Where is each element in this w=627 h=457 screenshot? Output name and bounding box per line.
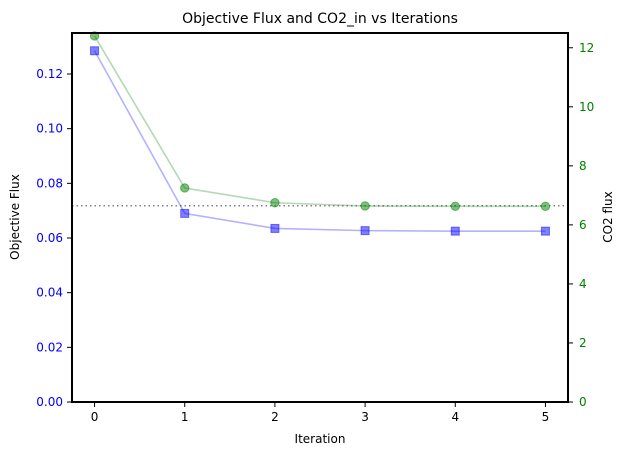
- series-right-point: [360, 201, 370, 211]
- chart-title: Objective Flux and CO2_in vs Iterations: [182, 11, 458, 27]
- series-left-point: [180, 208, 190, 218]
- series-left-point: [360, 226, 370, 236]
- series-left-point: [540, 226, 550, 236]
- x-tick-label: 0: [91, 410, 99, 424]
- left-y-tick-label: 0.06: [36, 231, 63, 245]
- right-y-tick-label: 8: [579, 159, 587, 173]
- series-right-point: [540, 201, 551, 211]
- right-y-axis-title: CO2 flux: [601, 191, 615, 243]
- left-y-tick-label: 0.02: [36, 340, 63, 354]
- right-y-tick-label: 0: [579, 395, 587, 409]
- left-y-tick-label: 0.04: [36, 286, 63, 300]
- right-y-tick-label: 10: [579, 100, 594, 114]
- x-tick-label: 2: [271, 410, 279, 424]
- left-y-tick-label: 0.12: [36, 67, 63, 81]
- series-left-point: [270, 223, 280, 233]
- series-left-point: [90, 46, 100, 56]
- right-y-tick-label: 2: [579, 336, 587, 350]
- series-left-line: [93, 50, 546, 232]
- plot-frame: [71, 32, 569, 403]
- x-tick-label: 3: [361, 410, 369, 424]
- series-right-point: [450, 201, 460, 211]
- series-right-point: [180, 183, 190, 193]
- x-tick-label: 1: [181, 410, 189, 424]
- left-y-axis-title: Objective Flux: [8, 174, 22, 260]
- left-y-tick-label: 0.08: [36, 176, 63, 190]
- series-right-line: [93, 35, 546, 208]
- right-y-tick-label: 6: [579, 218, 587, 232]
- series-right-point: [270, 198, 280, 208]
- left-y-tick-label: 0.10: [36, 122, 63, 136]
- left-y-tick-label: 0.00: [36, 395, 63, 409]
- plot-area: 0 1 2 3 4 50.000.020.040.060.080.100.12024681…: [36, 31, 594, 424]
- series-left-point: [450, 226, 460, 236]
- x-tick-label: 4: [451, 410, 459, 424]
- x-tick-label: 5: [542, 410, 550, 424]
- right-y-tick-label: 4: [579, 277, 587, 291]
- right-y-tick-label: 12: [579, 41, 594, 55]
- x-axis-title: Iteration: [295, 432, 346, 446]
